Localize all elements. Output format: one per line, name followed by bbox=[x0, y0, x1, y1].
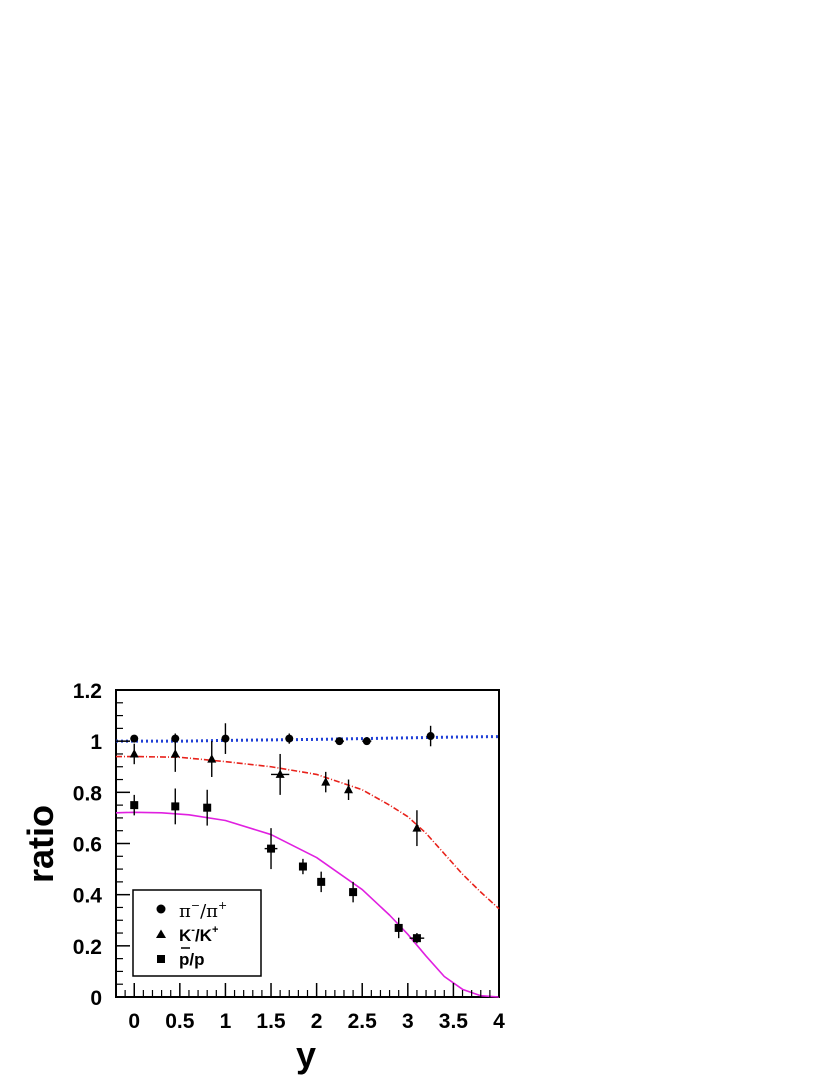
pion-model-curve bbox=[116, 735, 500, 743]
square-marker bbox=[412, 934, 421, 943]
y-tick-label: 0.6 bbox=[73, 834, 102, 857]
proton-ratio-point bbox=[298, 858, 307, 875]
legend-marker-pion bbox=[156, 904, 166, 914]
triangle-marker bbox=[207, 754, 217, 763]
square-marker bbox=[267, 844, 276, 853]
circle-marker bbox=[335, 737, 344, 746]
triangle-marker bbox=[170, 748, 180, 758]
legend-label-pion: π−/π+ bbox=[179, 899, 227, 922]
proton-ratio-point bbox=[409, 933, 425, 944]
axis-ticks: 0 0.5 1 1.5 2 2.5 3 3.5 4 0 0.2 0.4 0.6 0.8 1 1.2 bbox=[73, 680, 505, 1033]
proton-ratio-point bbox=[171, 788, 180, 825]
legend-marker-kaon bbox=[156, 929, 166, 938]
kaon-ratio-point bbox=[271, 753, 290, 795]
y-tick-label: 0.2 bbox=[73, 936, 102, 959]
kaon-ratio-point bbox=[412, 810, 422, 847]
pion-ratio-point bbox=[221, 723, 230, 754]
square-marker bbox=[394, 923, 403, 932]
x-tick-label: 0.5 bbox=[165, 1010, 195, 1033]
circle-marker bbox=[221, 734, 230, 743]
x-tick-label: 1 bbox=[220, 1010, 232, 1033]
legend-label-kaon: K-/K+ bbox=[179, 924, 218, 945]
pion-ratio-point bbox=[334, 737, 344, 746]
triangle-marker bbox=[344, 784, 354, 794]
circle-marker bbox=[285, 734, 294, 743]
x-tick-label: 3.5 bbox=[439, 1010, 469, 1033]
proton-ratio-point bbox=[317, 871, 326, 893]
x-tick-label: 1.5 bbox=[256, 1010, 286, 1033]
kaon-ratio-point bbox=[321, 771, 331, 793]
legend-box bbox=[132, 889, 262, 977]
kaon-ratio-point bbox=[170, 736, 180, 772]
pion-ratio-point bbox=[285, 733, 294, 744]
square-marker bbox=[298, 862, 307, 871]
pion-ratio-point bbox=[130, 734, 139, 743]
kaon-ratio-point bbox=[207, 741, 217, 777]
data-points bbox=[129, 723, 435, 944]
y-tick-label: 0.8 bbox=[73, 782, 103, 805]
y-tick-label: 0.4 bbox=[73, 885, 103, 908]
proton-ratio-point bbox=[130, 794, 139, 816]
kaon-ratio-point bbox=[129, 743, 139, 765]
legend-label-proton: p/p bbox=[179, 950, 205, 969]
proton-ratio-point bbox=[203, 789, 212, 826]
triangle-marker bbox=[129, 748, 139, 758]
kaon-model-curve bbox=[116, 755, 500, 910]
y-tick-label: 0 bbox=[90, 987, 102, 1010]
x-tick-label: 2.5 bbox=[348, 1010, 378, 1033]
x-axis-title: y bbox=[296, 1034, 316, 1075]
square-marker bbox=[349, 888, 358, 897]
y-tick-label: 1.2 bbox=[73, 680, 102, 703]
pion-ratio-point bbox=[362, 737, 372, 746]
circle-marker bbox=[362, 737, 371, 746]
legend-marker-proton bbox=[157, 955, 165, 963]
square-marker bbox=[317, 877, 326, 886]
proton-ratio-point bbox=[349, 881, 358, 903]
legend: π−/π+ K-/K+ p/p bbox=[132, 889, 262, 977]
model-curves bbox=[115, 735, 500, 998]
x-tick-label: 2 bbox=[311, 1010, 323, 1033]
triangle-marker bbox=[275, 769, 285, 778]
y-tick-label: 1 bbox=[90, 731, 102, 754]
proton-model-curve bbox=[115, 811, 500, 998]
x-tick-label: 4 bbox=[493, 1010, 505, 1033]
square-marker bbox=[130, 801, 139, 810]
circle-marker bbox=[130, 734, 139, 743]
circle-marker bbox=[426, 732, 435, 741]
proton-ratio-point bbox=[264, 828, 278, 870]
triangle-marker bbox=[321, 777, 331, 786]
triangle-marker bbox=[412, 823, 422, 832]
square-marker bbox=[171, 802, 180, 811]
kaon-ratio-point bbox=[344, 779, 354, 801]
x-tick-label: 3 bbox=[402, 1010, 414, 1033]
proton-ratio-point bbox=[394, 917, 403, 939]
square-marker bbox=[203, 803, 212, 812]
y-axis-title: ratio bbox=[20, 805, 61, 883]
pion-ratio-point bbox=[426, 725, 435, 747]
x-tick-label: 0 bbox=[128, 1010, 140, 1033]
